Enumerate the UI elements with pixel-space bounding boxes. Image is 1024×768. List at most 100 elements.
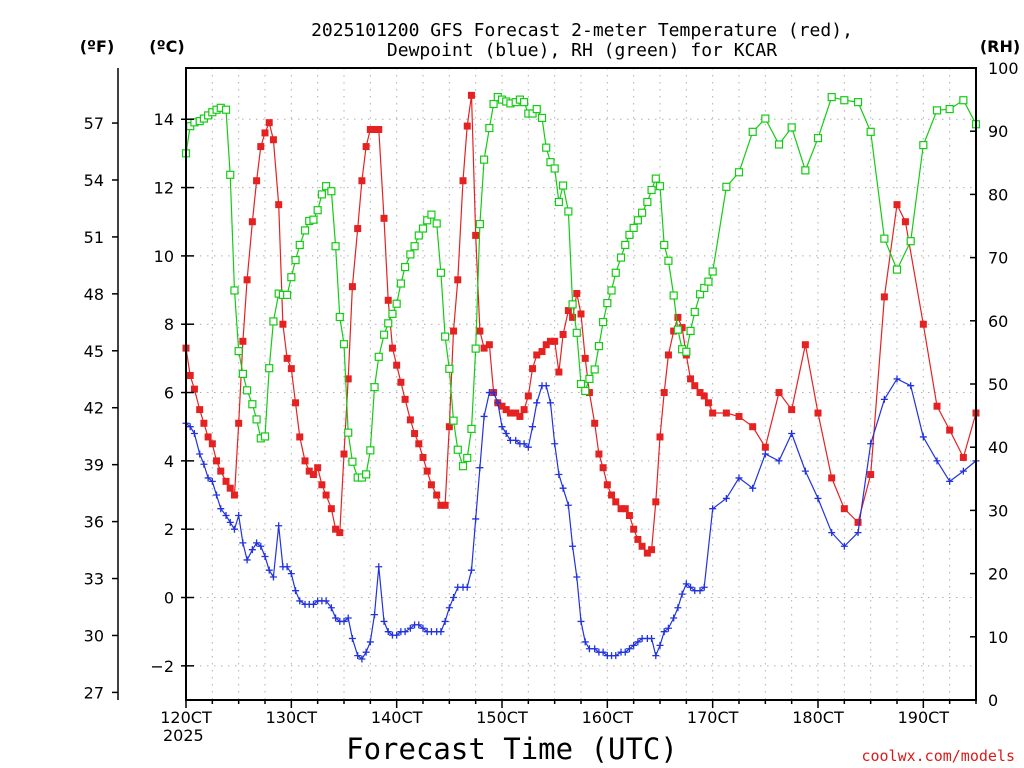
dewpoint-point [362, 648, 370, 656]
dewpoint-point [348, 635, 356, 643]
temperature-point [761, 443, 769, 451]
temperature-point [265, 119, 273, 127]
rh-line [185, 96, 977, 479]
temperature-point [275, 201, 283, 209]
temperature-point [253, 177, 261, 185]
temperature-point [393, 361, 401, 369]
temperature-point [648, 546, 656, 554]
rh-point [607, 286, 616, 295]
dewpoint-series [182, 375, 980, 663]
rh-point [700, 283, 709, 293]
temperature-point [664, 351, 672, 359]
dewpoint-point [283, 563, 291, 571]
temperature-point [854, 518, 862, 526]
temperature-point [901, 218, 909, 226]
temperature-point [213, 457, 221, 465]
rh-point [423, 216, 432, 225]
dewpoint-point [946, 477, 954, 485]
rh-point [572, 328, 581, 337]
dewpoint-point [309, 600, 317, 608]
dewpoint-point [190, 430, 198, 438]
dewpoint-point [358, 655, 366, 663]
dewpoint-point [612, 652, 620, 660]
fahrenheit-unit-label: (ºF) [80, 37, 115, 56]
rh-point [374, 352, 383, 361]
temperature-point [933, 402, 941, 410]
dewpoint-point [893, 375, 901, 383]
temperature-point [476, 327, 484, 335]
fahrenheit-tick-label: 33 [84, 570, 104, 589]
rh-point [269, 317, 278, 326]
dewpoint-point [450, 594, 458, 602]
temperature-point [520, 406, 528, 414]
temperature-point [608, 491, 616, 499]
rh-tick-label: 100 [988, 59, 1019, 78]
dewpoint-point [441, 617, 449, 625]
dewpoint-point [670, 614, 678, 622]
temperature-point [336, 529, 344, 537]
temperature-point [533, 351, 541, 359]
temperature-point [630, 525, 638, 533]
rh-point [252, 415, 261, 424]
fahrenheit-tick-label: 45 [84, 342, 104, 361]
rh-point [554, 197, 563, 207]
dewpoint-point [533, 399, 541, 407]
dewpoint-point [380, 617, 388, 625]
rh-point [427, 210, 436, 219]
temperature-point [419, 453, 427, 461]
temperature-point [700, 392, 708, 400]
rh-point [230, 286, 239, 295]
dewpoint-point [332, 614, 340, 622]
celsius-unit-label: (ºC) [149, 37, 184, 56]
dewpoint-point [393, 631, 401, 639]
temperature-point [296, 433, 304, 441]
temperature-point [735, 412, 743, 420]
temperature-point [506, 409, 514, 417]
temperature-point [358, 177, 366, 185]
temperature-point [749, 423, 757, 431]
rh-point [485, 123, 494, 133]
time-tick-label: 170CT [687, 708, 739, 727]
rh-unit-label: (RH) [980, 37, 1020, 56]
temperature-point [208, 440, 216, 448]
rh-point [331, 242, 340, 251]
temperature-point [322, 491, 330, 499]
rh-point [581, 386, 590, 396]
dewpoint-point [186, 423, 194, 431]
temperature-point [814, 409, 822, 417]
dewpoint-point [660, 628, 668, 636]
temperature-point [222, 477, 230, 485]
temperature-point [217, 467, 225, 475]
dewpoint-point [599, 648, 607, 656]
rh-axis: 0 10 20 30 40 50 60 70 80 90 100 [970, 59, 1019, 710]
dewpoint-point [775, 457, 783, 465]
dewpoint-point [222, 512, 230, 520]
temperature-point [362, 143, 370, 151]
rh-point [704, 277, 713, 286]
dewpoint-point [828, 529, 836, 537]
rh-point [370, 383, 379, 392]
rh-point [396, 279, 405, 288]
temperature-point [621, 505, 629, 513]
dewpoint-point [555, 471, 563, 479]
rh-point [813, 134, 823, 143]
temperature-point [332, 525, 340, 533]
temperature-point [401, 395, 409, 403]
celsius-tick-label: 10 [154, 247, 174, 266]
dewpoint-point [542, 382, 550, 390]
rh-tick-label: 40 [988, 438, 1008, 457]
dewpoint-point [366, 638, 374, 646]
rh-point [722, 182, 731, 191]
rh-point [542, 143, 551, 152]
rh-point [528, 109, 537, 118]
temperature-point [643, 549, 651, 557]
temperature-point [309, 471, 317, 479]
temperature-point [678, 324, 686, 332]
fahrenheit-axis: 27 30 33 36 39 42 45 48 51 54 57 [84, 114, 118, 702]
celsius-tick-label: 6 [164, 384, 174, 403]
celsius-tick-label: −2 [150, 657, 174, 676]
dewpoint-point [384, 628, 392, 636]
rh-point [242, 386, 252, 395]
rh-point [546, 158, 555, 167]
dewpoint-point [621, 648, 629, 656]
